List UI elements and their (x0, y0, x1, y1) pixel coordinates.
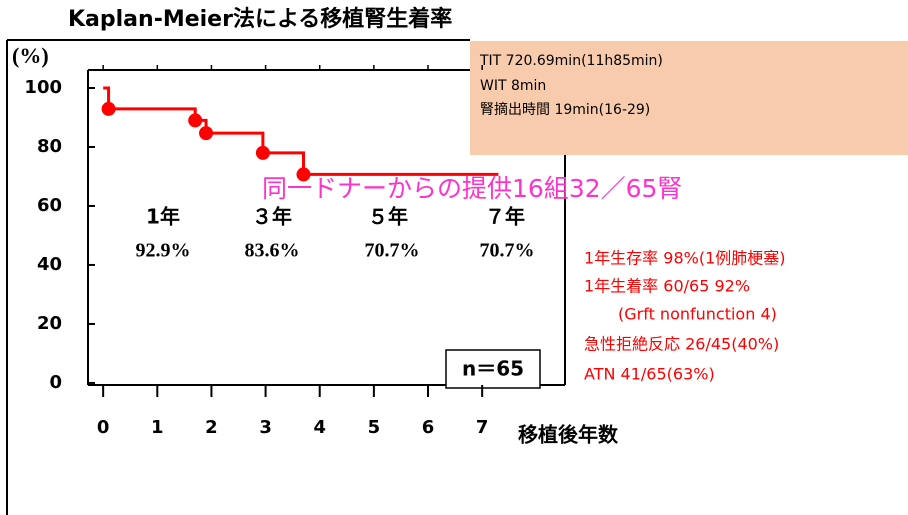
x-tick-label: 0 (97, 417, 110, 438)
rate-labels: 92.9% 83.6% 70.7% 70.7% (136, 240, 535, 262)
info-text: WIT 8min (480, 78, 546, 94)
x-axis-label: 移植後年数 (518, 423, 619, 447)
rate-label: 83.6% (245, 240, 300, 262)
x-tick-label: 7 (476, 417, 489, 438)
note: 急性拒絶反応 26/45(40%) (584, 335, 779, 354)
rate-label: 70.7% (480, 240, 535, 262)
n-label: n＝65 (462, 357, 524, 381)
y-tick-label: 40 (37, 254, 62, 275)
event-point (101, 101, 116, 116)
event-point (255, 145, 270, 160)
note: 1年生存率 98%(1例肺梗塞) (584, 249, 786, 268)
event-point (296, 167, 311, 182)
info-box (470, 41, 908, 155)
year-label: ７年 (485, 205, 525, 229)
y-axis-label: (%) (12, 43, 49, 68)
notes: 1年生存率 98%(1例肺梗塞) 1年生着率 60/65 92% (Grft n… (584, 249, 786, 384)
chart-title: Kaplan-Meier法による移植腎生着率 (68, 6, 452, 32)
y-tick-label: 80 (37, 136, 62, 157)
donor-note: 同一ドナーからの提供16組32／65腎 (262, 174, 682, 203)
year-labels: 1年 ３年 ５年 ７年 (146, 205, 525, 229)
year-label: 1年 (146, 205, 180, 229)
x-tick-label: 1 (151, 417, 164, 438)
year-label: ５年 (368, 205, 408, 229)
event-point (199, 126, 214, 141)
x-tick-label: 4 (313, 417, 326, 438)
x-tick-label: 5 (368, 417, 381, 438)
year-label: ３年 (252, 205, 292, 229)
y-tick-label: 0 (49, 372, 62, 393)
rate-label: 92.9% (136, 240, 191, 262)
survival-line (103, 86, 499, 176)
y-tick-label: 20 (37, 313, 62, 334)
info-text: TIT 720.69min(11h85min) (479, 53, 663, 69)
event-point (188, 113, 203, 128)
n-box (445, 349, 541, 389)
note: ATN 41/65(63%) (584, 365, 715, 384)
x-tick-label: 6 (422, 417, 435, 438)
info-text: 腎摘出時間 19min(16-29) (480, 101, 650, 118)
note: 1年生着率 60/65 92% (584, 277, 750, 296)
y-tick-label: 60 (37, 195, 62, 216)
rate-label: 70.7% (365, 240, 420, 262)
note: (Grft nonfunction 4) (618, 305, 777, 324)
y-tick-label: 100 (24, 77, 62, 98)
x-tick-label: 2 (205, 417, 218, 438)
x-tick-label: 3 (259, 417, 272, 438)
